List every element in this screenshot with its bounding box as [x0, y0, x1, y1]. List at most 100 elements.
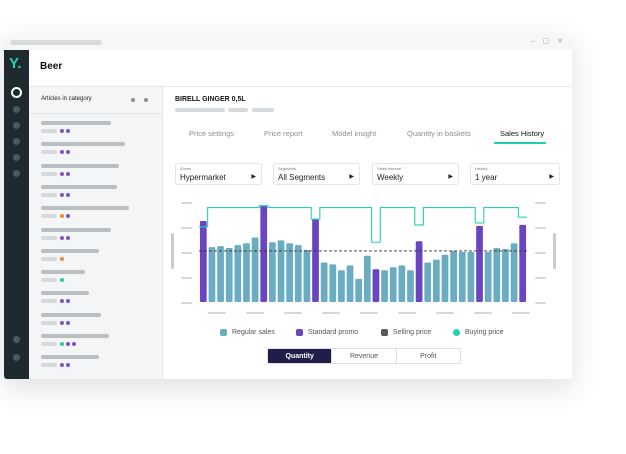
- x-tick-placeholder: [246, 312, 264, 314]
- article-item[interactable]: [41, 270, 85, 283]
- article-tag-dot: [66, 342, 70, 346]
- article-meta: [41, 342, 109, 346]
- tab-model-insight[interactable]: Model insight: [332, 129, 377, 138]
- nav-item-icon[interactable]: [13, 170, 20, 177]
- article-item[interactable]: [41, 312, 101, 325]
- sales-interval-value: Weekly: [377, 173, 404, 182]
- zones-value: Hypermarket: [180, 173, 226, 182]
- regular-bar: [484, 251, 492, 302]
- legend-swatch: [296, 328, 303, 336]
- articles-sidebar: Articles in category: [29, 87, 163, 379]
- segments-value: All Segments: [278, 173, 326, 182]
- tab-quantity-in-baskets[interactable]: Quantity in baskets: [407, 129, 471, 138]
- promo-bar: [312, 219, 319, 302]
- article-meta-placeholder: [41, 256, 57, 261]
- regular-bar: [363, 255, 371, 302]
- quantity-button[interactable]: Quantity: [268, 349, 333, 363]
- article-item[interactable]: [41, 334, 109, 346]
- nav-home-icon[interactable]: [11, 87, 22, 98]
- article-item[interactable]: [41, 291, 89, 304]
- legend-swatch: [381, 328, 388, 336]
- article-tag-dot: [60, 363, 64, 368]
- more-icon[interactable]: [144, 98, 148, 102]
- article-name-placeholder: [41, 312, 101, 317]
- regular-bar: [243, 243, 250, 302]
- promo-bar: [415, 241, 423, 302]
- article-item[interactable]: [41, 184, 117, 197]
- legend-standard-promo: Standard promo: [296, 327, 358, 337]
- article-tag-dot: [66, 150, 70, 155]
- tab-sales-history[interactable]: Sales History: [500, 129, 545, 138]
- page-title: Beer: [40, 61, 63, 72]
- article-tag-dot: [60, 342, 64, 346]
- article-meta: [41, 278, 85, 283]
- article-name-placeholder: [41, 206, 129, 211]
- article-name-placeholder: [41, 163, 119, 168]
- promo-bar: [199, 221, 207, 302]
- scroll-left-handle: [171, 233, 174, 269]
- product-meta: [252, 108, 274, 112]
- nav-settings-icon[interactable]: [13, 336, 20, 343]
- x-tick-placeholder: [436, 312, 454, 314]
- article-tag-dot: [60, 278, 64, 283]
- regular-bar: [346, 265, 354, 302]
- legend-label: Buying price: [465, 328, 504, 336]
- article-item[interactable]: [41, 121, 111, 133]
- nav-item-icon[interactable]: [13, 138, 20, 145]
- article-item[interactable]: [41, 248, 99, 261]
- regular-bar: [441, 254, 449, 302]
- regular-bar: [467, 251, 475, 302]
- article-item[interactable]: [41, 227, 111, 240]
- article-meta-placeholder: [41, 320, 57, 325]
- article-item[interactable]: [41, 163, 119, 176]
- regular-bar: [493, 248, 501, 302]
- chart-gridlines: [171, 202, 556, 314]
- tab-price-report[interactable]: Price report: [264, 129, 303, 138]
- chart-bars: [199, 205, 527, 302]
- nav-user-icon[interactable]: [13, 354, 20, 361]
- article-name-placeholder: [41, 355, 99, 360]
- regular-bar: [303, 249, 311, 302]
- address-placeholder: [10, 40, 102, 45]
- article-name-placeholder: [41, 121, 111, 125]
- product-meta: [228, 108, 248, 112]
- history-select[interactable]: History 1 year ▶: [470, 163, 560, 185]
- zones-select[interactable]: Zones Hypermarket ▶: [175, 163, 262, 185]
- article-name-placeholder: [41, 270, 85, 275]
- article-tag-dot: [60, 214, 64, 219]
- revenue-button[interactable]: Revenue: [332, 349, 397, 363]
- article-tag-dot: [60, 256, 64, 261]
- article-item[interactable]: [41, 206, 129, 219]
- article-item[interactable]: [41, 142, 125, 155]
- article-tag-dot: [66, 129, 70, 133]
- profit-button[interactable]: Profit: [420, 352, 437, 360]
- segments-select[interactable]: Segments All Segments ▶: [273, 163, 360, 185]
- legend-label: Selling price: [393, 328, 432, 336]
- sales-interval-label: Sales interval: [377, 166, 402, 171]
- article-meta: [41, 150, 125, 155]
- nav-item-icon[interactable]: [13, 122, 20, 129]
- window-controls[interactable]: – ▢ ✕: [530, 38, 566, 45]
- nav-item-icon[interactable]: [13, 154, 20, 161]
- article-meta-placeholder: [41, 342, 57, 346]
- article-name-placeholder: [41, 291, 89, 296]
- scroll-right-handle: [553, 233, 556, 269]
- article-meta: [41, 320, 101, 325]
- article-tag-dot: [66, 320, 70, 325]
- article-meta-placeholder: [41, 235, 57, 240]
- regular-bar: [225, 248, 233, 302]
- legend-regular-sales: Regular sales: [220, 327, 275, 337]
- title-bar: – ▢ ✕: [4, 36, 572, 51]
- sales-interval-select[interactable]: Sales interval Weekly ▶: [372, 163, 459, 185]
- article-name-placeholder: [41, 184, 117, 189]
- app-header: Beer: [29, 50, 572, 87]
- article-meta-placeholder: [41, 299, 57, 304]
- tab-price-settings[interactable]: Price settings: [189, 129, 235, 138]
- article-meta-placeholder: [41, 214, 57, 219]
- nav-item-icon[interactable]: [13, 106, 20, 113]
- more-icon[interactable]: [131, 98, 135, 102]
- regular-bar: [217, 246, 224, 302]
- regular-bar: [424, 262, 432, 302]
- article-meta: [41, 235, 111, 240]
- article-item[interactable]: [41, 355, 99, 368]
